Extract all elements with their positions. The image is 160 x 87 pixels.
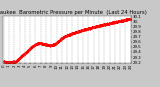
Title: Milwaukee  Barometric Pressure per Minute  (Last 24 Hours): Milwaukee Barometric Pressure per Minute… [0, 10, 147, 15]
